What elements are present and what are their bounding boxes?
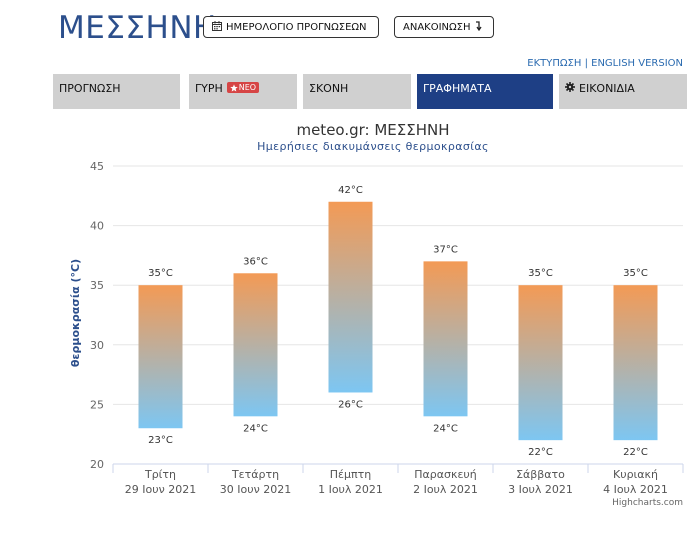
x-tick-day-label: Κυριακή bbox=[613, 468, 658, 481]
max-temp-label: 36°C bbox=[243, 256, 268, 267]
tab-icons-label: ΕΙΚΟΝΙΔΙΑ bbox=[579, 82, 635, 95]
x-tick-day-label: Πέμπτη bbox=[330, 468, 371, 481]
y-tick-label: 45 bbox=[90, 160, 104, 173]
city-title: ΜΕΣΣΗΝΗ bbox=[58, 10, 217, 46]
forecast-calendar-label: ΗΜΕΡΟΛΟΓΙΟ ΠΡΟΓΝΩΣΕΩΝ bbox=[226, 21, 367, 33]
max-temp-label: 42°C bbox=[338, 185, 363, 196]
min-temp-label: 24°C bbox=[243, 423, 268, 434]
english-version-link[interactable]: ENGLISH VERSION bbox=[591, 58, 683, 69]
min-temp-label: 23°C bbox=[148, 435, 173, 446]
temperature-range-bar[interactable] bbox=[233, 273, 278, 417]
tab-forecast-label: ΠΡΟΓΝΩΣΗ bbox=[59, 82, 121, 95]
arrow-down-icon bbox=[475, 20, 483, 34]
announcement-button[interactable]: ΑΝΑΚΟΙΝΩΣΗ bbox=[394, 16, 494, 38]
y-tick-label: 25 bbox=[90, 398, 104, 411]
tab-dust[interactable]: ΣΚΟΝΗ bbox=[303, 74, 411, 109]
x-tick-day-label: Παρασκευή bbox=[414, 468, 477, 481]
min-temp-label: 26°C bbox=[338, 399, 363, 410]
max-temp-label: 35°C bbox=[623, 268, 648, 279]
min-temp-label: 22°C bbox=[528, 447, 553, 458]
x-tick-day-label: Τρίτη bbox=[144, 468, 176, 481]
y-tick-label: 35 bbox=[90, 279, 104, 292]
tab-dust-label: ΣΚΟΝΗ bbox=[309, 82, 349, 95]
new-badge-label: ΝΕΟ bbox=[238, 83, 257, 92]
announcement-label: ΑΝΑΚΟΙΝΩΣΗ bbox=[403, 21, 471, 33]
max-temp-label: 35°C bbox=[148, 268, 173, 279]
temperature-range-bar[interactable] bbox=[138, 285, 183, 429]
y-axis-title: θερμοκρασία (°C) bbox=[69, 259, 82, 367]
max-temp-label: 35°C bbox=[528, 268, 553, 279]
temperature-range-bar[interactable] bbox=[518, 285, 563, 441]
star-icon bbox=[230, 83, 238, 92]
x-tick-date-label: 30 Ιουν 2021 bbox=[220, 483, 291, 496]
temperature-range-bar[interactable] bbox=[328, 201, 373, 393]
min-temp-label: 22°C bbox=[623, 447, 648, 458]
temperature-range-chart: meteo.gr: ΜΕΣΣΗΝΗ Ημερήσιες διακυμάνσεις… bbox=[69, 121, 684, 508]
tab-charts[interactable]: ΓΡΑΦΗΜΑΤΑ bbox=[417, 74, 553, 109]
x-tick-date-label: 2 Ιουλ 2021 bbox=[413, 483, 478, 496]
temperature-range-bar[interactable] bbox=[423, 261, 468, 417]
chart-title: meteo.gr: ΜΕΣΣΗΝΗ bbox=[296, 121, 449, 139]
new-badge: ΝΕΟ bbox=[226, 82, 260, 93]
link-separator: | bbox=[584, 58, 588, 69]
gear-icon bbox=[565, 82, 575, 95]
print-link[interactable]: ΕΚΤΥΠΩΣΗ bbox=[527, 58, 582, 69]
tab-charts-label: ΓΡΑΦΗΜΑΤΑ bbox=[423, 82, 492, 95]
top-links: ΕΚΤΥΠΩΣΗ | ENGLISH VERSION bbox=[527, 58, 683, 69]
x-tick-date-label: 4 Ιουλ 2021 bbox=[603, 483, 668, 496]
x-tick-date-label: 29 Ιουν 2021 bbox=[125, 483, 196, 496]
y-tick-label: 40 bbox=[90, 220, 104, 233]
forecast-calendar-button[interactable]: ΗΜΕΡΟΛΟΓΙΟ ΠΡΟΓΝΩΣΕΩΝ bbox=[203, 16, 379, 38]
y-tick-label: 30 bbox=[90, 339, 104, 352]
y-tick-label: 20 bbox=[90, 458, 104, 471]
chart-subtitle: Ημερήσιες διακυμάνσεις θερμοκρασίας bbox=[257, 140, 489, 153]
chart-credits[interactable]: Highcharts.com bbox=[612, 498, 683, 508]
tab-pollen-label: ΓΥΡΗ bbox=[195, 82, 223, 95]
x-tick-date-label: 3 Ιουλ 2021 bbox=[508, 483, 573, 496]
chart-container: meteo.gr: ΜΕΣΣΗΝΗ Ημερήσιες διακυμάνσεις… bbox=[0, 112, 691, 534]
max-temp-label: 37°C bbox=[433, 244, 458, 255]
x-tick-day-label: Σάββατο bbox=[516, 468, 565, 481]
tab-icons[interactable]: ΕΙΚΟΝΙΔΙΑ bbox=[559, 74, 687, 109]
tab-forecast[interactable]: ΠΡΟΓΝΩΣΗ bbox=[53, 74, 180, 109]
x-tick-day-label: Τετάρτη bbox=[231, 468, 279, 481]
temperature-range-bar[interactable] bbox=[613, 285, 658, 441]
tab-pollen[interactable]: ΓΥΡΗ ΝΕΟ bbox=[189, 74, 297, 109]
min-temp-label: 24°C bbox=[433, 423, 458, 434]
calendar-icon bbox=[212, 20, 222, 34]
x-tick-date-label: 1 Ιουλ 2021 bbox=[318, 483, 383, 496]
